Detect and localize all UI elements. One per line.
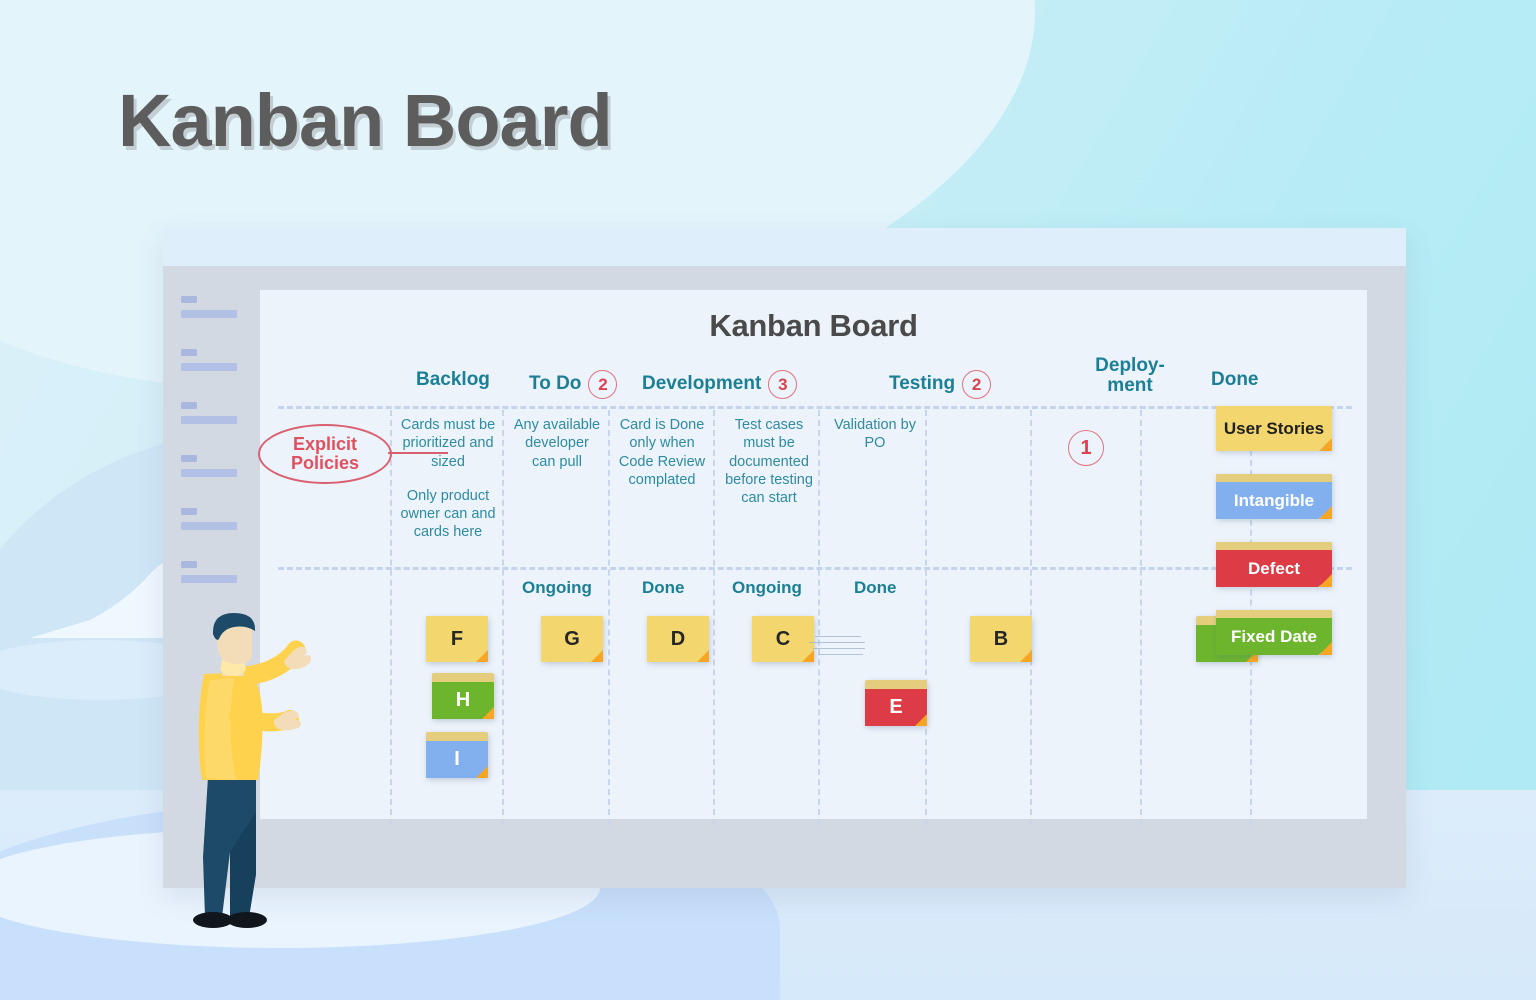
sidebar-placeholder-short — [181, 508, 197, 515]
sidebar-placeholder-short — [181, 561, 197, 568]
card-D[interactable]: D — [647, 616, 709, 662]
card-H[interactable]: H — [432, 673, 494, 719]
card-label: B — [970, 616, 1032, 662]
policy-cell-development-done: Card is Done only when Code Review compl… — [617, 416, 707, 489]
legend-item-user-stories[interactable]: User Stories — [1216, 406, 1332, 451]
card-label: C — [752, 616, 814, 662]
legend: User Stories Intangible Defect Fixed Dat… — [1216, 406, 1332, 678]
legend-label: Intangible — [1216, 482, 1332, 519]
board-canvas: Kanban Board Backlog To Do 2 Development… — [260, 290, 1367, 825]
callout-connector-line — [388, 452, 448, 454]
lane-label-development-ongoing: Ongoing — [522, 578, 592, 597]
deployment-wip-badge: 1 — [1068, 430, 1104, 466]
grid-rule-top — [278, 406, 1352, 409]
card-label: H — [432, 682, 494, 719]
wip-limit-badge: 3 — [768, 370, 798, 399]
grid-divider — [1140, 410, 1142, 825]
board-sidebar — [181, 296, 261, 614]
grid-divider — [608, 410, 610, 825]
legend-item-defect[interactable]: Defect — [1216, 542, 1332, 587]
policy-text: Cards must be prioritized and sized — [400, 417, 496, 470]
card-G[interactable]: G — [541, 616, 603, 662]
legend-label: Fixed Date — [1216, 618, 1332, 655]
column-header-testing[interactable]: Testing 2 — [889, 370, 992, 399]
column-header-done[interactable]: Done — [1211, 369, 1259, 390]
sidebar-placeholder-short — [181, 402, 197, 409]
policy-text: Card is Done only when Code Review compl… — [618, 417, 706, 488]
card-label: D — [647, 616, 709, 662]
grid-divider — [713, 410, 715, 825]
legend-strip — [1216, 610, 1332, 621]
sidebar-placeholder-group — [181, 349, 261, 371]
grid-rule-middle — [278, 567, 1352, 570]
sidebar-placeholder-short — [181, 296, 197, 303]
column-header-deployment[interactable]: Deploy- ment — [1080, 355, 1180, 397]
sidebar-placeholder-long — [181, 416, 237, 424]
legend-strip — [1216, 542, 1332, 553]
policy-cell-todo: Cards must be prioritized and sized Only… — [400, 416, 496, 542]
policy-text: Test cases must be documented before tes… — [725, 417, 813, 507]
lane-label-testing-ongoing: Ongoing — [732, 578, 802, 597]
card-E[interactable]: E — [865, 680, 927, 726]
lane-label-development-done: Done — [642, 578, 685, 597]
card-I[interactable]: I — [426, 732, 488, 778]
card-motion-lines-icon — [805, 636, 867, 660]
legend-item-fixed-date[interactable]: Fixed Date — [1216, 610, 1332, 655]
card-F[interactable]: F — [426, 616, 488, 662]
column-header-development[interactable]: Development 3 — [642, 370, 798, 399]
sidebar-placeholder-long — [181, 310, 237, 318]
sidebar-placeholder-group — [181, 296, 261, 318]
sidebar-placeholder-group — [181, 455, 261, 477]
column-header-backlog[interactable]: Backlog — [416, 369, 490, 390]
column-label: Testing — [889, 373, 956, 395]
sidebar-placeholder-long — [181, 363, 237, 371]
sidebar-placeholder-long — [181, 469, 237, 477]
card-C[interactable]: C — [752, 616, 814, 662]
lane-label-testing-done: Done — [854, 578, 897, 597]
legend-item-intangible[interactable]: Intangible — [1216, 474, 1332, 519]
card-B[interactable]: B — [970, 616, 1032, 662]
legend-strip — [1216, 474, 1332, 485]
sidebar-placeholder-short — [181, 349, 197, 356]
policy-cell-development-ongoing: Any available developer can pull — [512, 416, 602, 471]
sidebar-placeholder-group — [181, 561, 261, 583]
policy-text: Validation by PO — [834, 417, 916, 452]
column-label: Deploy- ment — [1095, 355, 1165, 397]
policy-cell-testing-ongoing: Test cases must be documented before tes… — [723, 416, 815, 507]
board-title: Kanban Board — [709, 308, 918, 343]
policy-text: Only product owner can and cards here — [400, 487, 496, 541]
explicit-policies-callout: Explicit Policies — [258, 424, 392, 484]
presenter-illustration — [193, 613, 311, 928]
card-label: I — [426, 741, 488, 778]
callout-line-2: Policies — [290, 453, 360, 473]
sidebar-placeholder-long — [181, 575, 237, 583]
wip-limit-badge: 2 — [588, 370, 618, 399]
card-label: E — [865, 689, 927, 726]
column-label: Done — [1211, 369, 1259, 390]
board-frame-topbar — [163, 228, 1406, 266]
page-title: Kanban Board — [118, 79, 613, 162]
grid-divider — [390, 410, 392, 825]
column-header-todo[interactable]: To Do 2 — [529, 370, 618, 399]
sidebar-placeholder-group — [181, 402, 261, 424]
grid-divider — [502, 410, 504, 825]
column-label: Backlog — [416, 369, 490, 390]
wip-limit-badge: 2 — [962, 370, 992, 399]
callout-line-1: Explicit — [292, 434, 358, 455]
legend-label: User Stories — [1216, 406, 1332, 451]
card-label: F — [426, 616, 488, 662]
grid-divider — [818, 410, 820, 825]
board-frame: Kanban Board Backlog To Do 2 Development… — [163, 228, 1406, 888]
sidebar-placeholder-short — [181, 455, 197, 462]
column-label: To Do — [529, 373, 582, 395]
legend-label: Defect — [1216, 550, 1332, 587]
sidebar-placeholder-group — [181, 508, 261, 530]
policy-text: Any available developer can pull — [513, 417, 601, 470]
card-label: G — [541, 616, 603, 662]
column-label: Development — [642, 373, 762, 395]
policy-cell-testing-done: Validation by PO — [830, 416, 920, 453]
sidebar-placeholder-long — [181, 522, 237, 530]
grid-divider — [925, 410, 927, 825]
